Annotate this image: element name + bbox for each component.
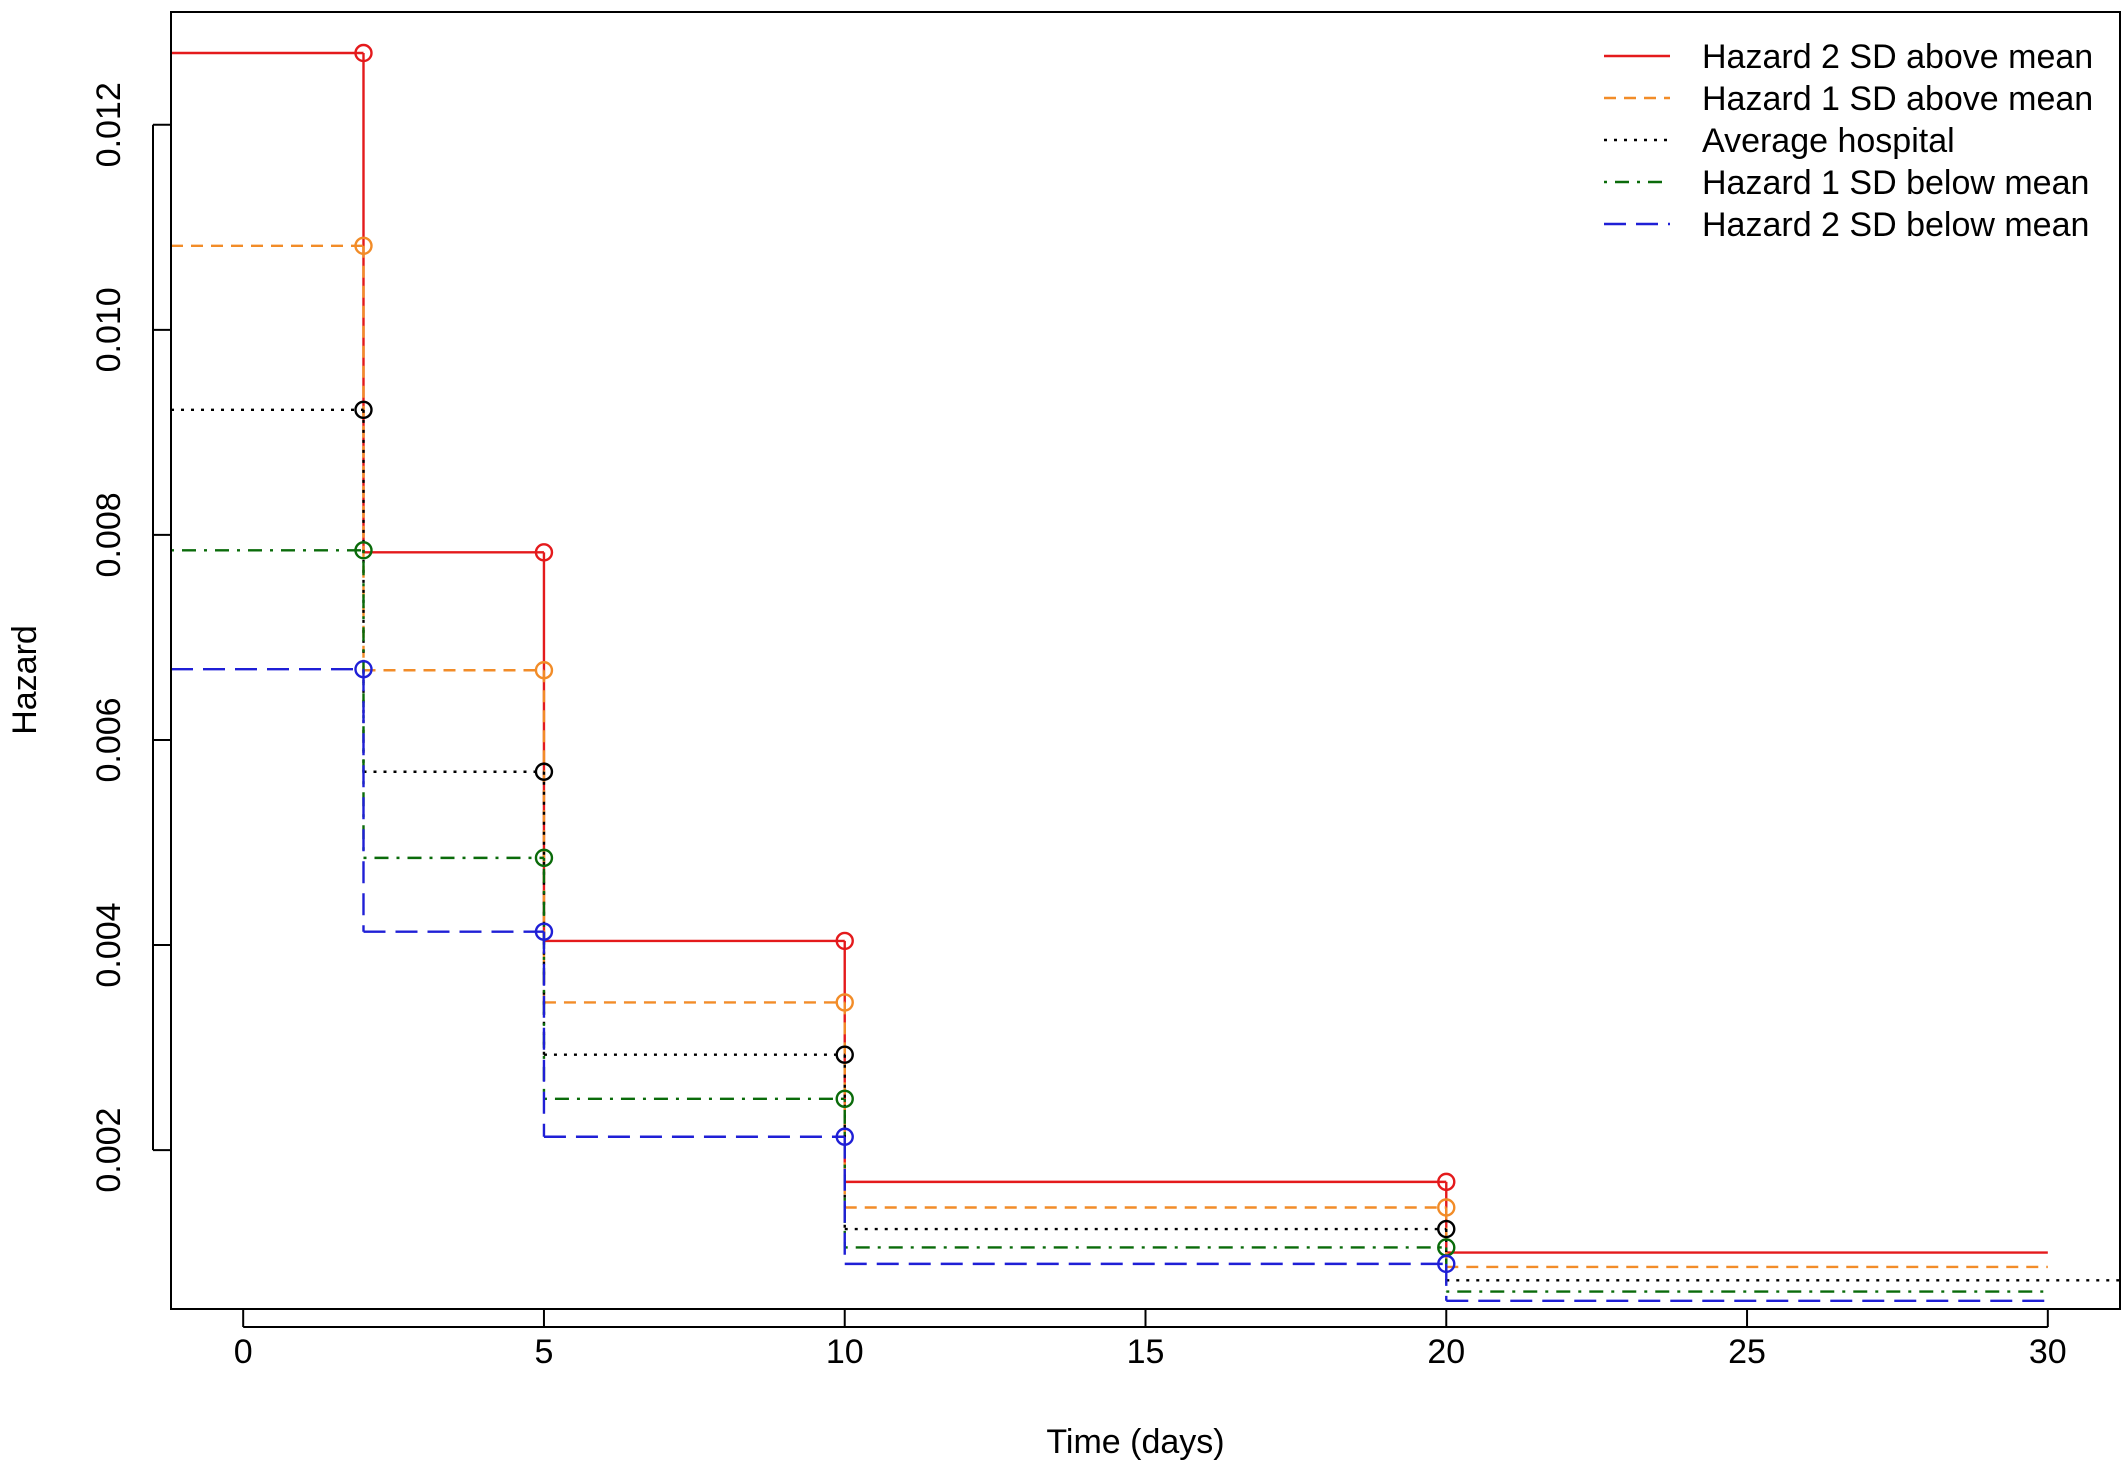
data-point (534, 661, 554, 680)
x-tick-label: 10 (826, 1333, 864, 1371)
y-tick-label: 0.006 (90, 697, 128, 782)
x-tick-label: 20 (1427, 1333, 1465, 1371)
data-point (354, 541, 373, 560)
legend-label: Hazard 1 SD above mean (1702, 80, 2093, 118)
legend-label: Hazard 1 SD below mean (1702, 164, 2089, 202)
data-point (354, 236, 373, 255)
legend-label: Hazard 2 SD below mean (1702, 206, 2089, 244)
data-point (835, 993, 854, 1012)
y-tick-label: 0.010 (90, 287, 128, 372)
series-5 (171, 660, 2048, 1302)
y-tick-label: 0.004 (90, 902, 128, 987)
data-point (354, 400, 373, 420)
data-point (835, 1089, 854, 1109)
data-point (835, 1045, 854, 1064)
legend: Hazard 2 SD above mean Hazard 1 SD above … (1604, 38, 2093, 244)
x-tick-label: 25 (1728, 1333, 1766, 1371)
data-point (534, 922, 554, 941)
series-1 (171, 43, 2048, 1254)
data-point (835, 1127, 854, 1146)
x-tick-label: 5 (534, 1333, 553, 1371)
legend-label: Hazard 2 SD above mean (1702, 38, 2093, 76)
data-point (534, 848, 554, 868)
data-point (1437, 1172, 1456, 1192)
data-point (1437, 1219, 1456, 1239)
series-layer (171, 43, 2120, 1302)
data-point (1437, 1198, 1456, 1217)
x-tick-label: 0 (234, 1333, 253, 1371)
series-4 (171, 541, 2048, 1293)
x-axis-title: Time (days) (1046, 1423, 1224, 1461)
data-point (1437, 1254, 1456, 1274)
series-2 (171, 236, 2048, 1269)
x-tick-label: 30 (2029, 1333, 2067, 1371)
data-point (534, 762, 554, 781)
legend-label: Average hospital (1702, 122, 1955, 160)
y-tick-label: 0.002 (90, 1108, 128, 1193)
y-axis-title: Hazard (6, 625, 44, 735)
data-point (354, 660, 373, 679)
series-3 (171, 400, 2120, 1282)
data-point (354, 43, 373, 63)
y-axis: 0.002 0.004 0.006 0.008 0.010 0.012 (90, 82, 171, 1193)
y-tick-label: 0.008 (90, 492, 128, 577)
y-tick-label: 0.012 (90, 82, 128, 167)
data-point (835, 931, 854, 951)
x-tick-label: 15 (1127, 1333, 1165, 1371)
data-point (534, 543, 554, 562)
x-axis: 0 5 10 15 20 25 30 (234, 1309, 2067, 1371)
